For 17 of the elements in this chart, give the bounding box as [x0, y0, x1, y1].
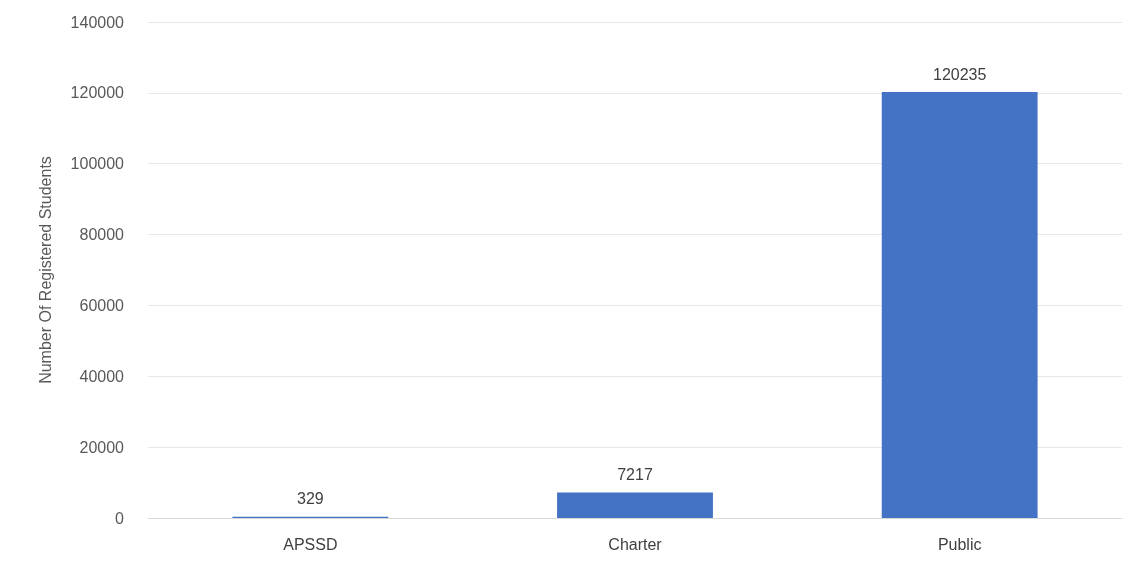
bar: [881, 92, 1038, 518]
y-tick-label: 0: [115, 509, 125, 527]
y-tick-label: 60000: [79, 296, 125, 314]
x-tick-label: Public: [937, 535, 982, 553]
y-tick-label: 40000: [79, 367, 125, 385]
data-label: 7217: [617, 465, 653, 483]
data-label: 329: [296, 490, 324, 508]
bar: [557, 492, 713, 518]
x-tick-label: Charter: [608, 535, 663, 553]
data-label: 120235: [932, 65, 987, 83]
y-axis-title: Number Of Registered Students: [36, 156, 54, 384]
y-tick-label: 100000: [70, 155, 125, 173]
y-tick-label: 20000: [79, 438, 125, 456]
y-tick-label: 140000: [70, 13, 125, 31]
x-tick-label: APSSD: [283, 535, 338, 553]
y-tick-label: 120000: [70, 84, 125, 102]
y-tick-label: 80000: [79, 226, 125, 244]
